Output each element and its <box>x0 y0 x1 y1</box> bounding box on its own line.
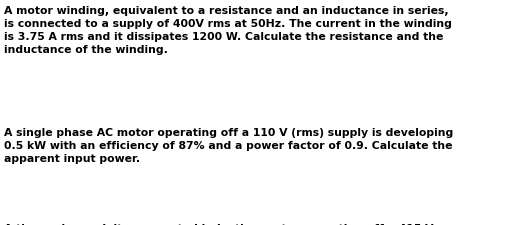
Text: A three-phase, delta-connected induction motor operating off a 415 V
supply (i.e: A three-phase, delta-connected induction… <box>4 223 453 225</box>
Text: A motor winding, equivalent to a resistance and an inductance in series,
is conn: A motor winding, equivalent to a resista… <box>4 6 452 54</box>
Text: A single phase AC motor operating off a 110 V (rms) supply is developing
0.5 kW : A single phase AC motor operating off a … <box>4 128 453 164</box>
